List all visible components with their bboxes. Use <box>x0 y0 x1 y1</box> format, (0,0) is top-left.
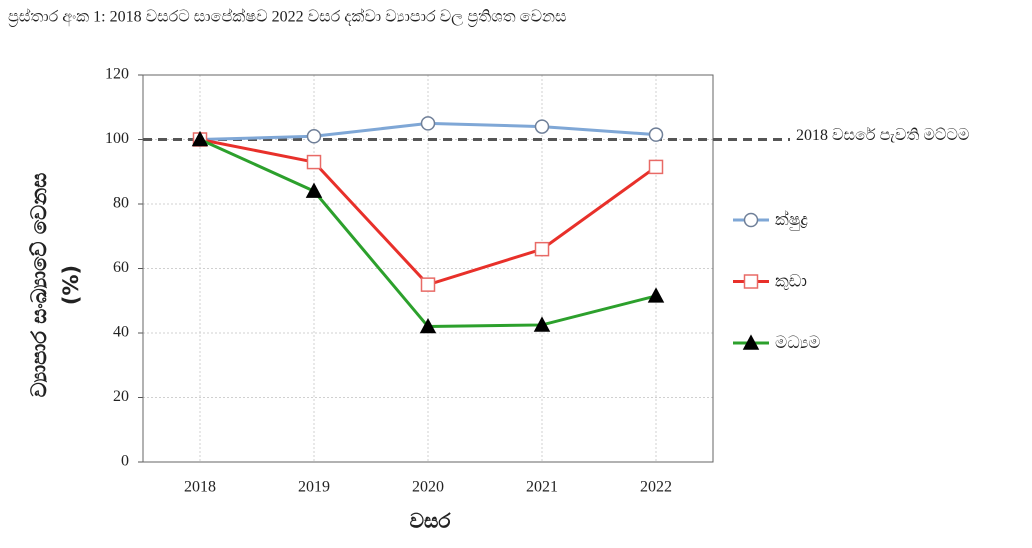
y-axis-label: ව්‍යාපාර සංඛ්‍යාවේ වෙනස <box>27 173 51 398</box>
x-tick-label: 2020 <box>412 479 444 496</box>
legend-label: ක්ෂුද්‍ර <box>775 210 808 230</box>
data-point <box>419 317 437 334</box>
data-point <box>648 159 664 175</box>
y-tick-label: 0 <box>121 453 129 470</box>
legend-marker <box>742 334 760 350</box>
data-point <box>534 241 550 257</box>
y-tick-label: 60 <box>113 259 129 276</box>
x-tick-label: 2021 <box>526 479 558 496</box>
data-point <box>191 130 209 147</box>
data-point <box>648 127 664 142</box>
y-tick-label: 80 <box>113 195 129 212</box>
legend-label: කුඩා <box>775 272 807 292</box>
data-point <box>420 116 436 131</box>
data-point <box>533 316 551 332</box>
x-axis-label: වසර <box>410 509 452 533</box>
data-point <box>306 154 322 170</box>
reference-label: 2018 වසරේ පැවති මට්ටම <box>796 126 969 144</box>
data-point <box>647 287 665 303</box>
y-tick-label: 100 <box>105 130 129 147</box>
chart-title: ප්‍රස්තාර අංක 1: 2018 වසරට සාපේක්ෂව 2022… <box>8 8 567 27</box>
x-tick-label: 2019 <box>298 479 330 496</box>
data-point <box>305 182 323 198</box>
y-tick-label: 120 <box>105 66 129 83</box>
plot-frame <box>142 74 714 463</box>
data-point <box>420 277 436 292</box>
y-tick-label: 40 <box>113 324 129 341</box>
x-tick-label: 2022 <box>640 479 672 496</box>
data-point <box>306 129 322 144</box>
legend-label: මධ්‍යම <box>775 333 821 353</box>
legend-marker <box>743 212 759 228</box>
data-point <box>534 119 550 134</box>
y-axis-label: (%) <box>59 265 83 305</box>
legend-marker <box>743 274 759 289</box>
y-tick-label: 20 <box>113 388 129 405</box>
x-tick-label: 2018 <box>184 479 216 496</box>
